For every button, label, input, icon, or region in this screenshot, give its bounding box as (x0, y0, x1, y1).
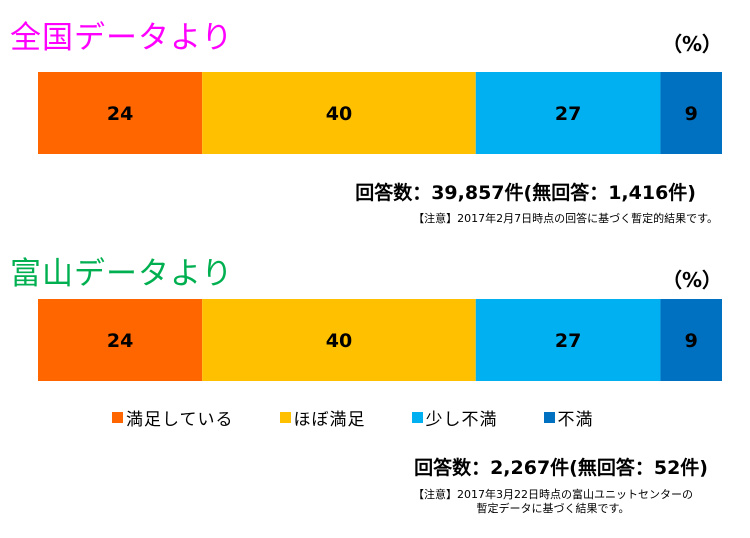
legend-item: ほぼ満足 (279, 405, 366, 430)
bar-segment-2 (202, 299, 476, 381)
national-title: 全国データより (10, 20, 234, 56)
legend-swatch-icon (112, 412, 123, 423)
legend: 満足している ほぼ満足 少し不満 不満 (112, 405, 594, 430)
bar-segment-3 (475, 299, 661, 381)
national-response-count: 回答数：39,857件(無回答：1,416件) (355, 182, 696, 204)
legend-swatch-icon (543, 412, 555, 423)
bar-segment-value-label: 24 (107, 330, 133, 352)
national-stacked-bar: 24 40 27 9 (38, 72, 722, 154)
bar-segment-value-label: 9 (685, 330, 698, 352)
legend-item: 満足している (112, 405, 234, 430)
bar-segment-value-label: 24 (107, 103, 133, 125)
bar-segment-value-label: 40 (326, 330, 352, 352)
legend-label: 不満 (557, 410, 594, 430)
legend-swatch-icon (279, 412, 291, 423)
toyama-title: 富山データより (10, 256, 234, 292)
toyama-note-line: 【注意】2017年3月22日時点の富山ユニットセンターの (413, 488, 693, 501)
toyama-stacked-bar: 24 40 27 9 (38, 299, 722, 381)
toyama-note: 【注意】2017年3月22日時点の富山ユニットセンターの 暫定データに基づく結果… (388, 488, 718, 516)
toyama-note-line: 暫定データに基づく結果です。 (476, 502, 630, 515)
bar-segment-value-label: 27 (555, 330, 581, 352)
national-unit-label: （%） (661, 32, 722, 56)
legend-label: 少し不満 (425, 410, 498, 430)
toyama-unit-label: （%） (661, 268, 722, 292)
bar-segment-4 (660, 72, 722, 154)
bar-segment-1 (38, 299, 203, 381)
bar-segment-value-label: 40 (326, 103, 352, 125)
legend-item: 少し不満 (411, 405, 498, 430)
bar-segment-1 (38, 72, 203, 154)
legend-swatch-icon (411, 412, 423, 423)
toyama-response-count: 回答数：2,267件(無回答：52件) (414, 457, 708, 479)
national-note: 【注意】2017年2月7日時点の回答に基づく暫定的結果です。 (413, 212, 718, 225)
legend-label: 満足している (126, 410, 234, 430)
bar-segment-3 (475, 72, 661, 154)
bar-segment-value-label: 9 (685, 103, 698, 125)
legend-label: ほぼ満足 (293, 410, 366, 430)
bar-segment-4 (660, 299, 722, 381)
legend-item: 不満 (543, 405, 594, 430)
bar-segment-value-label: 27 (555, 103, 581, 125)
bar-segment-2 (202, 72, 476, 154)
